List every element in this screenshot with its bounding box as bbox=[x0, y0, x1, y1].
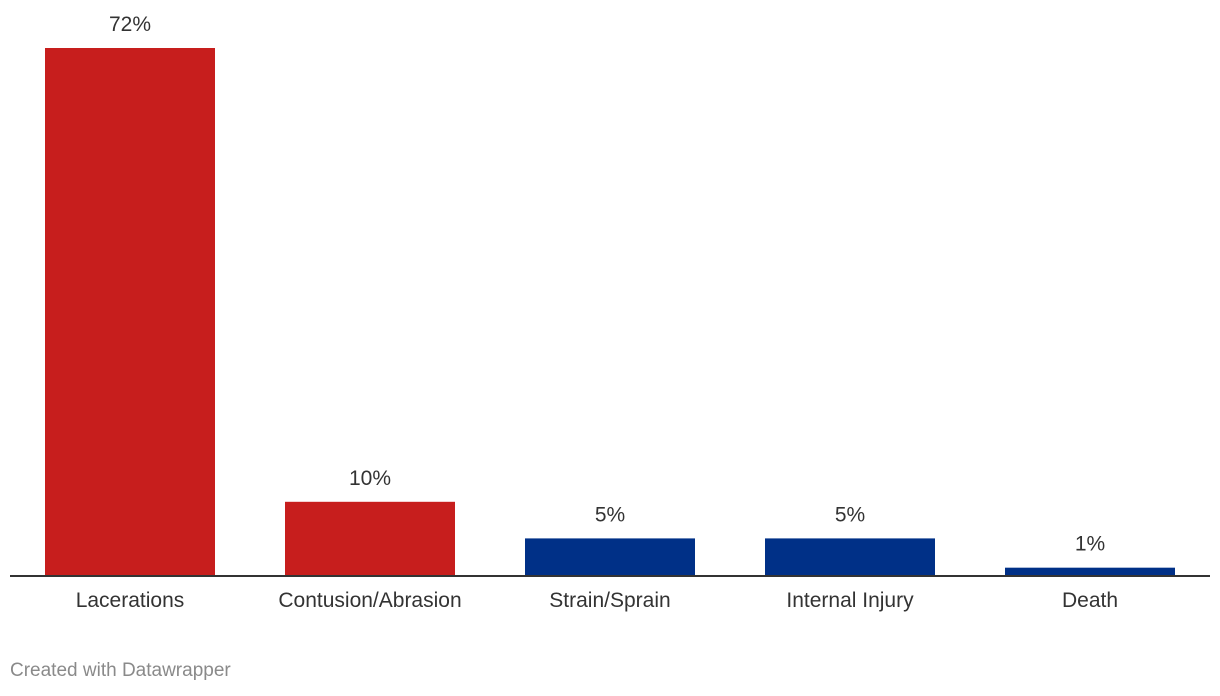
bar-internal-injury bbox=[765, 538, 935, 575]
value-labels-group: 72% 10% 5% 5% 1% bbox=[109, 13, 1105, 556]
bar-lacerations bbox=[45, 48, 215, 575]
category-label: Death bbox=[1062, 589, 1118, 612]
bars-group bbox=[45, 48, 1175, 575]
value-label: 5% bbox=[595, 503, 625, 526]
value-label: 5% bbox=[835, 503, 865, 526]
x-axis-tick-labels: Lacerations Contusion/Abrasion Strain/Spra… bbox=[76, 589, 1118, 612]
bar-strain-sprain bbox=[525, 538, 695, 575]
bar-death bbox=[1005, 567, 1175, 575]
value-label: 10% bbox=[349, 467, 391, 490]
category-label: Contusion/Abrasion bbox=[278, 589, 461, 612]
value-label: 1% bbox=[1075, 533, 1105, 556]
value-label: 72% bbox=[109, 13, 151, 36]
category-label: Lacerations bbox=[76, 589, 185, 612]
datawrapper-credit: Created with Datawrapper bbox=[10, 660, 231, 681]
category-label: Internal Injury bbox=[786, 589, 914, 612]
bar-contusion-abrasion bbox=[285, 501, 455, 575]
category-label: Strain/Sprain bbox=[549, 589, 670, 612]
